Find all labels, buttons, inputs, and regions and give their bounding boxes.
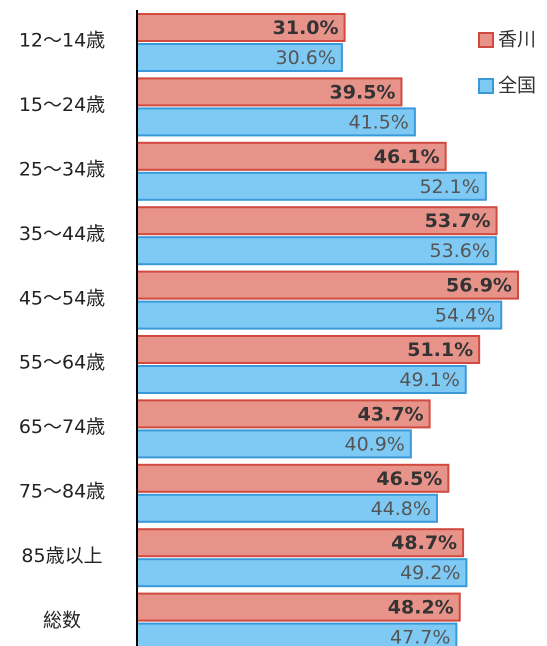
- category-label: 12〜14歳: [19, 30, 105, 52]
- bar: [136, 365, 467, 394]
- value-label: 51.1%: [407, 339, 473, 361]
- value-label: 56.9%: [446, 275, 512, 297]
- value-label: 53.7%: [425, 210, 491, 232]
- value-label: 48.7%: [391, 532, 457, 554]
- value-label: 49.1%: [399, 369, 459, 391]
- category-label: 65〜74歳: [19, 416, 105, 438]
- category-label: 75〜84歳: [19, 481, 105, 503]
- category-label: 15〜24歳: [19, 94, 105, 116]
- category-label: 総数: [43, 609, 81, 631]
- value-label: 39.5%: [330, 81, 396, 103]
- category-label: 85歳以上: [21, 545, 102, 567]
- value-label: 54.4%: [435, 305, 495, 327]
- bar: [136, 141, 447, 171]
- bar: [136, 399, 431, 429]
- legend-label: 香川: [498, 29, 536, 51]
- value-label: 48.2%: [388, 597, 454, 619]
- value-label: 49.2%: [400, 562, 460, 584]
- value-label: 52.1%: [419, 176, 479, 198]
- value-label: 43.7%: [358, 403, 424, 425]
- value-label: 47.7%: [390, 627, 450, 646]
- bar: [136, 335, 481, 364]
- bar: [136, 43, 343, 72]
- bar: [136, 592, 461, 622]
- value-label: 44.8%: [371, 498, 431, 520]
- category-label: 35〜44歳: [19, 223, 105, 245]
- legend-swatch: [478, 32, 494, 48]
- value-label: 31.0%: [273, 17, 339, 39]
- category-label: 45〜54歳: [19, 287, 105, 309]
- value-label: 53.6%: [430, 240, 490, 262]
- value-label: 30.6%: [276, 47, 336, 69]
- bar: [136, 206, 498, 236]
- legend-label: 全国: [498, 75, 536, 97]
- value-label: 46.1%: [374, 146, 440, 168]
- bar: [136, 77, 403, 107]
- value-label: 41.5%: [349, 111, 409, 133]
- bar: [136, 107, 416, 137]
- value-label: 46.5%: [376, 468, 442, 490]
- category-label: 25〜34歳: [19, 159, 105, 181]
- legend-swatch: [478, 78, 494, 94]
- category-label: 55〜64歳: [19, 352, 105, 374]
- value-label: 40.9%: [344, 433, 404, 455]
- bar: [136, 429, 412, 459]
